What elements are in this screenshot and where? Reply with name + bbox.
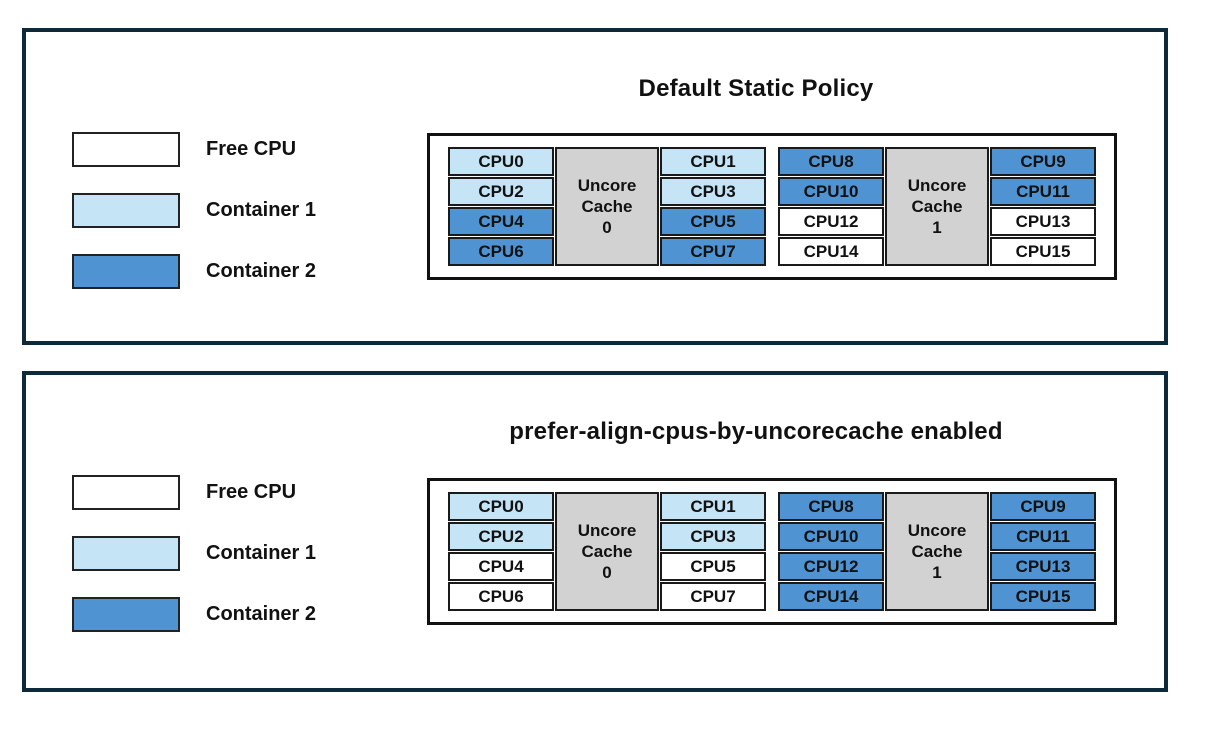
cpu-column-left: CPU0 CPU2 CPU4 CPU6 bbox=[448, 492, 554, 611]
cpu-cell-cpu11: CPU11 bbox=[990, 177, 1096, 206]
cpu-cell-cpu1: CPU1 bbox=[660, 492, 766, 521]
legend-swatch-free-cpu bbox=[72, 132, 180, 167]
uncore-block-0: CPU0 CPU2 CPU4 CPU6 Uncore Cache 0 CPU1 … bbox=[448, 492, 766, 611]
cpu-cell-cpu15: CPU15 bbox=[990, 237, 1096, 266]
cpu-cell-cpu11: CPU11 bbox=[990, 522, 1096, 551]
cpu-column-right: CPU9 CPU11 CPU13 CPU15 bbox=[990, 492, 1096, 611]
cpu-cell-cpu3: CPU3 bbox=[660, 522, 766, 551]
cpu-cell-cpu5: CPU5 bbox=[660, 207, 766, 236]
legend-label-free-cpu: Free CPU bbox=[206, 138, 297, 160]
legend-item-free-cpu: Free CPU bbox=[72, 132, 316, 167]
legend-label-container-2: Container 2 bbox=[206, 260, 317, 282]
cpu-column-right: CPU1 CPU3 CPU5 CPU7 bbox=[660, 492, 766, 611]
panel-default-static-policy: Default Static Policy Free CPU Container… bbox=[22, 28, 1168, 345]
cpu-cell-cpu2: CPU2 bbox=[448, 522, 554, 551]
legend-swatch-container-1 bbox=[72, 536, 180, 571]
uncore-cache-1-box: Uncore Cache 1 bbox=[885, 492, 989, 611]
legend-label-container-1: Container 1 bbox=[206, 199, 317, 221]
cpu-cell-cpu4: CPU4 bbox=[448, 207, 554, 236]
cpu-cell-cpu9: CPU9 bbox=[990, 492, 1096, 521]
legend: Free CPU Container 1 Container 2 bbox=[72, 475, 316, 632]
cpu-cell-cpu0: CPU0 bbox=[448, 147, 554, 176]
cpu-cell-cpu2: CPU2 bbox=[448, 177, 554, 206]
uncore-cache-0-box: Uncore Cache 0 bbox=[555, 492, 659, 611]
cpu-cell-cpu9: CPU9 bbox=[990, 147, 1096, 176]
legend-swatch-container-2 bbox=[72, 597, 180, 632]
uncore-block-1: CPU8 CPU10 CPU12 CPU14 Uncore Cache 1 CP… bbox=[778, 492, 1096, 611]
uncore-block-1: CPU8 CPU10 CPU12 CPU14 Uncore Cache 1 CP… bbox=[778, 147, 1096, 266]
panel-title: prefer-align-cpus-by-uncorecache enabled bbox=[509, 418, 1003, 445]
legend: Free CPU Container 1 Container 2 bbox=[72, 132, 316, 289]
cpu-cell-cpu8: CPU8 bbox=[778, 147, 884, 176]
cpu-column-left: CPU8 CPU10 CPU12 CPU14 bbox=[778, 147, 884, 266]
legend-item-container-2: Container 2 bbox=[72, 254, 316, 289]
cpu-cell-cpu12: CPU12 bbox=[778, 552, 884, 581]
legend-item-container-1: Container 1 bbox=[72, 193, 316, 228]
cpu-column-left: CPU0 CPU2 CPU4 CPU6 bbox=[448, 147, 554, 266]
cpu-topology-diagram: CPU0 CPU2 CPU4 CPU6 Uncore Cache 0 CPU1 … bbox=[427, 133, 1117, 280]
legend-swatch-container-2 bbox=[72, 254, 180, 289]
cpu-cell-cpu4: CPU4 bbox=[448, 552, 554, 581]
cpu-cell-cpu14: CPU14 bbox=[778, 237, 884, 266]
cpu-cell-cpu1: CPU1 bbox=[660, 147, 766, 176]
cpu-cell-cpu12: CPU12 bbox=[778, 207, 884, 236]
uncore-cache-0-box: Uncore Cache 0 bbox=[555, 147, 659, 266]
panel-prefer-align-cpus-by-uncorecache: prefer-align-cpus-by-uncorecache enabled… bbox=[22, 371, 1168, 692]
panel-title: Default Static Policy bbox=[638, 75, 874, 102]
cpu-column-right: CPU1 CPU3 CPU5 CPU7 bbox=[660, 147, 766, 266]
cpu-cell-cpu10: CPU10 bbox=[778, 177, 884, 206]
cpu-cell-cpu6: CPU6 bbox=[448, 582, 554, 611]
cpu-column-right: CPU9 CPU11 CPU13 CPU15 bbox=[990, 147, 1096, 266]
legend-item-free-cpu: Free CPU bbox=[72, 475, 316, 510]
cpu-cell-cpu14: CPU14 bbox=[778, 582, 884, 611]
cpu-cell-cpu5: CPU5 bbox=[660, 552, 766, 581]
cpu-column-left: CPU8 CPU10 CPU12 CPU14 bbox=[778, 492, 884, 611]
cpu-cell-cpu15: CPU15 bbox=[990, 582, 1096, 611]
uncore-cache-1-box: Uncore Cache 1 bbox=[885, 147, 989, 266]
cpu-cell-cpu6: CPU6 bbox=[448, 237, 554, 266]
cpu-cell-cpu13: CPU13 bbox=[990, 207, 1096, 236]
uncore-block-0: CPU0 CPU2 CPU4 CPU6 Uncore Cache 0 CPU1 … bbox=[448, 147, 766, 266]
cpu-topology-diagram: CPU0 CPU2 CPU4 CPU6 Uncore Cache 0 CPU1 … bbox=[427, 478, 1117, 625]
legend-label-free-cpu: Free CPU bbox=[206, 481, 297, 503]
cpu-cell-cpu7: CPU7 bbox=[660, 237, 766, 266]
legend-item-container-2: Container 2 bbox=[72, 597, 316, 632]
cpu-cell-cpu10: CPU10 bbox=[778, 522, 884, 551]
cpu-cell-cpu3: CPU3 bbox=[660, 177, 766, 206]
cpu-cell-cpu7: CPU7 bbox=[660, 582, 766, 611]
legend-label-container-2: Container 2 bbox=[206, 603, 317, 625]
cpu-cell-cpu8: CPU8 bbox=[778, 492, 884, 521]
legend-swatch-free-cpu bbox=[72, 475, 180, 510]
cpu-cell-cpu13: CPU13 bbox=[990, 552, 1096, 581]
legend-label-container-1: Container 1 bbox=[206, 542, 317, 564]
cpu-cell-cpu0: CPU0 bbox=[448, 492, 554, 521]
legend-item-container-1: Container 1 bbox=[72, 536, 316, 571]
legend-swatch-container-1 bbox=[72, 193, 180, 228]
